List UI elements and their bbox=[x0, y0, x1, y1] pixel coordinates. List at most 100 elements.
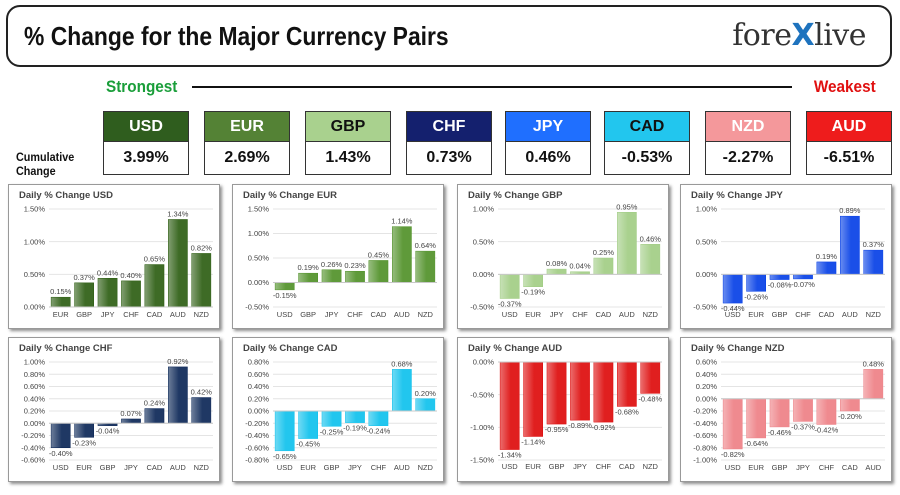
data-label: -0.82% bbox=[721, 450, 745, 459]
bar bbox=[746, 398, 766, 439]
cumulative-value: -6.51% bbox=[806, 142, 892, 175]
x-tick-label: CHF bbox=[572, 310, 588, 319]
chart-panel-jpy: Daily % Change JPY -0.50% 0.00% 0.50% 1.00%… bbox=[680, 184, 892, 329]
x-tick-label: NZD bbox=[866, 310, 882, 319]
data-label: 1.34% bbox=[167, 209, 189, 218]
x-tick-label: JPY bbox=[101, 310, 115, 319]
currency-tile-eur: EUR 2.69% bbox=[204, 111, 290, 175]
y-tick-label: 0.00% bbox=[696, 270, 718, 279]
bar bbox=[499, 274, 520, 299]
y-tick-label: 1.00% bbox=[696, 205, 718, 214]
data-label: -0.45% bbox=[296, 440, 320, 449]
chart-title: Daily % Change AUD bbox=[468, 343, 563, 354]
bar bbox=[769, 398, 790, 428]
bar bbox=[368, 260, 389, 283]
cumulative-value: 2.69% bbox=[204, 142, 290, 175]
data-label: -1.14% bbox=[521, 437, 545, 446]
bar bbox=[640, 361, 661, 394]
y-tick-label: 0.00% bbox=[696, 394, 718, 403]
x-tick-label: CAD bbox=[842, 463, 858, 472]
chart-gbp: -0.50% 0.00% 0.50% 1.00% -0.37%USD -0.19% EUR 0… bbox=[470, 202, 662, 319]
bar bbox=[523, 361, 543, 437]
y-tick-label: -0.60% bbox=[21, 456, 45, 465]
currency-code: EUR bbox=[204, 111, 290, 142]
bar bbox=[274, 282, 295, 291]
x-tick-label: USD bbox=[725, 310, 741, 319]
data-label: 0.64% bbox=[415, 241, 437, 250]
data-label: -0.95% bbox=[545, 425, 569, 434]
x-tick-label: CAD bbox=[619, 462, 635, 471]
cumulative-value: 1.43% bbox=[305, 142, 391, 175]
y-tick-label: 0.80% bbox=[24, 370, 46, 379]
x-tick-label: JPY bbox=[573, 462, 587, 471]
x-tick-label: AUD bbox=[170, 463, 186, 472]
y-tick-label: 1.50% bbox=[248, 205, 270, 214]
x-tick-label: NZD bbox=[418, 310, 434, 319]
bar bbox=[392, 226, 412, 283]
x-tick-label: GBP bbox=[772, 310, 788, 319]
chart-title: Daily % Change GBP bbox=[468, 190, 563, 201]
y-tick-label: 0.60% bbox=[24, 382, 46, 391]
x-tick-label: JPY bbox=[550, 310, 564, 319]
x-tick-label: CHF bbox=[347, 310, 363, 319]
x-tick-label: USD bbox=[277, 463, 293, 472]
y-tick-label: 0.20% bbox=[24, 407, 46, 416]
x-tick-label: USD bbox=[277, 310, 293, 319]
bar bbox=[321, 410, 342, 427]
data-label: 0.89% bbox=[839, 206, 861, 215]
data-label: -0.89% bbox=[568, 421, 592, 430]
chart-panel-nzd: Daily % Change NZD -1.00% -0.80% -0.60% -0.… bbox=[680, 337, 892, 482]
x-tick-label: EUR bbox=[76, 463, 92, 472]
y-tick-label: 1.50% bbox=[24, 205, 46, 214]
data-label: -0.23% bbox=[72, 438, 96, 447]
currency-code: AUD bbox=[806, 111, 892, 142]
chart-eur: -0.50% 0.00% 0.50% 1.00% 1.50% -0.15% USD 0.19%… bbox=[245, 205, 437, 319]
chart-usd: 0.00% 0.50% 1.00% 1.50% 0.15% EUR 0.37% GBP 0.44… bbox=[24, 205, 213, 319]
bar bbox=[617, 212, 637, 275]
bar bbox=[74, 423, 94, 438]
bar bbox=[74, 282, 94, 308]
y-tick-label: -0.40% bbox=[693, 419, 717, 428]
x-tick-label: CAD bbox=[596, 310, 612, 319]
currency-code: JPY bbox=[505, 111, 591, 142]
data-label: -0.92% bbox=[592, 423, 616, 432]
y-tick-label: -0.50% bbox=[470, 390, 494, 399]
data-label: -0.37% bbox=[791, 422, 815, 431]
forexlive-logo: foreXlive bbox=[732, 18, 866, 53]
bar bbox=[570, 361, 590, 421]
currency-tile-chf: CHF 0.73% bbox=[406, 111, 492, 175]
y-tick-label: 0.20% bbox=[696, 382, 718, 391]
x-tick-label: USD bbox=[725, 463, 741, 472]
strongest-label: Strongest bbox=[106, 77, 178, 96]
chart-panel-aud: Daily % Change AUD -1.50% -1.00% -0.50% 0.0… bbox=[457, 337, 669, 482]
bar bbox=[168, 219, 188, 308]
chart-title: Daily % Change CHF bbox=[19, 343, 113, 354]
bar bbox=[840, 398, 860, 412]
y-tick-label: 0.00% bbox=[248, 407, 270, 416]
header-banner: % Change for the Major Currency Pairs fo… bbox=[6, 5, 892, 67]
x-tick-label: EUR bbox=[53, 310, 69, 319]
bar bbox=[50, 423, 71, 448]
y-tick-label: 0.80% bbox=[248, 358, 270, 367]
data-label: 0.19% bbox=[298, 263, 320, 272]
data-label: -0.40% bbox=[49, 449, 73, 458]
bar bbox=[392, 369, 412, 412]
chart-cad: -0.80% -0.60% -0.40% -0.20% 0.00% 0.20% 0.40% 0… bbox=[245, 358, 437, 472]
bar bbox=[345, 270, 365, 283]
x-tick-label: USD bbox=[53, 463, 69, 472]
currency-tile-cad: CAD -0.53% bbox=[604, 111, 690, 175]
data-label: 0.08% bbox=[546, 259, 568, 268]
bar bbox=[345, 410, 365, 423]
chart-panel-chf: Daily % Change CHF -0.60% -0.40% -0.20% 0.0… bbox=[8, 337, 220, 482]
x-tick-label: CAD bbox=[147, 463, 163, 472]
data-label: -0.26% bbox=[744, 292, 768, 301]
chart-nzd: -1.00% -0.80% -0.60% -0.40% -0.20% 0.00% 0.20%… bbox=[693, 358, 885, 472]
x-tick-label: EUR bbox=[525, 462, 541, 471]
x-tick-label: AUD bbox=[865, 463, 881, 472]
x-tick-label: CAD bbox=[371, 310, 387, 319]
x-tick-label: GBP bbox=[324, 463, 340, 472]
bar bbox=[816, 261, 837, 275]
y-tick-label: 1.00% bbox=[24, 358, 46, 367]
data-label: 0.25% bbox=[593, 248, 615, 257]
x-tick-label: AUD bbox=[842, 310, 858, 319]
